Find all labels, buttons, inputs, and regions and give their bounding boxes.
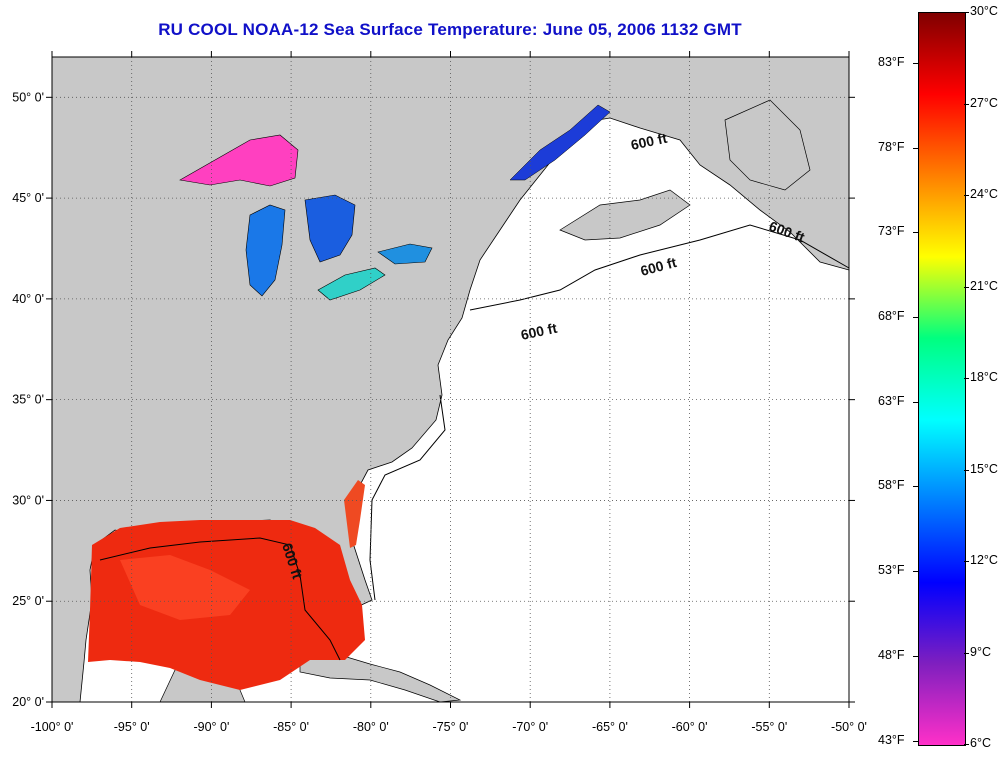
latitude-labels: 20° 0' 25° 0' 30° 0' 35° 0' 40° 0' 45° 0' 50° … [12,90,44,709]
colorbar-label-celsius: 27°C [970,95,998,110]
colorbar-tick [913,655,918,657]
latitude-label: 50° 0' [12,90,44,104]
longitude-label: -80° 0' [353,720,389,734]
land-newfoundland [724,99,811,191]
contour-label-1: 600 ft [629,130,668,153]
colorbar-label-fahrenheit: 53°F [878,563,905,578]
colorbar-label-celsius: 9°C [970,644,991,659]
longitude-label: -55° 0' [751,720,787,734]
map-frame [51,56,850,703]
contour-600ft-gulf [99,537,341,661]
colorbar-label-fahrenheit: 73°F [878,224,905,239]
colorbar-label-fahrenheit: 68°F [878,309,905,323]
contour-600ft-southeast [369,394,446,601]
colorbar-tick [913,232,918,234]
latitude-label: 30° 0' [12,493,44,507]
colorbar-tick [913,486,918,488]
map-title: RU COOL NOAA-12 Sea Surface Temperature:… [158,20,742,39]
colorbar-label-celsius: 18°C [970,370,998,384]
colorbar-label-celsius: 15°C [970,461,998,476]
colorbar-label-fahrenheit: 48°F [878,647,905,662]
colorbar-label-fahrenheit: 78°F [878,139,905,154]
lake-michigan [245,204,286,297]
colorbar-tick [964,103,969,105]
longitude-label: -75° 0' [433,720,469,734]
gulf-sst-warm-patch [120,555,250,620]
lake-ontario [377,243,433,265]
colorbar-label-fahrenheit: 58°F [878,478,905,493]
longitude-labels: -100° 0' -95° 0' -90° 0' -85° 0' -80° 0' -75°… [31,720,867,734]
longitude-label: -85° 0' [273,720,309,734]
longitude-label: -50° 0' [831,720,867,734]
colorbar-tick [913,317,918,318]
colorbar-label-celsius: 21°C [970,278,998,293]
colorbar-tick [964,744,969,745]
florida-coast-sst [344,480,365,548]
colorbar-label-celsius: 24°C [970,187,998,201]
longitude-label: -100° 0' [31,720,74,734]
latitude-label: 35° 0' [12,393,44,407]
colorbar-tick [964,286,969,288]
lake-huron [304,194,356,263]
colorbar-tick [964,469,969,471]
latitude-label: 45° 0' [12,191,44,205]
colorbar-label-celsius: 12°C [970,553,998,567]
colorbar-tick [913,401,918,403]
colorbar-label-fahrenheit: 83°F [878,54,905,69]
st-lawrence-sst [509,104,611,181]
latitude-label: 25° 0' [12,594,44,608]
latitude-label: 40° 0' [12,292,44,306]
contour-label-4: 600 ft [519,320,558,343]
sst-map: -100° 0' -95° 0' -90° 0' -85° 0' -80° 0' -75°… [12,51,867,734]
colorbar-tick [964,195,969,196]
colorbar-label-celsius: 6°C [970,736,991,750]
longitude-label: -60° 0' [672,720,708,734]
colorbar-tick [913,62,918,64]
colorbar-tick [913,147,918,149]
land-maritimes [559,189,691,241]
latitude-label: 20° 0' [12,695,44,709]
colorbar-label-fahrenheit: 43°F [878,732,905,747]
contour-600ft-northeast [469,224,850,311]
colorbar-tick [964,561,969,562]
longitude-label: -95° 0' [114,720,150,734]
colorbar-tick [913,740,918,742]
colorbar-tick [964,378,969,379]
colorbar-tick [913,571,918,573]
longitude-label: -65° 0' [592,720,628,734]
colorbar [918,12,966,746]
longitude-label: -70° 0' [512,720,548,734]
lake-superior [179,134,299,187]
land-cuba [299,654,462,703]
colorbar-tick [964,12,969,13]
colorbar-label-celsius: 30°C [970,4,998,18]
gridlines [46,51,855,708]
longitude-label: -90° 0' [193,720,229,734]
lake-erie [317,267,386,301]
colorbar-label-fahrenheit: 63°F [878,393,905,408]
colorbar-tick [964,652,969,654]
